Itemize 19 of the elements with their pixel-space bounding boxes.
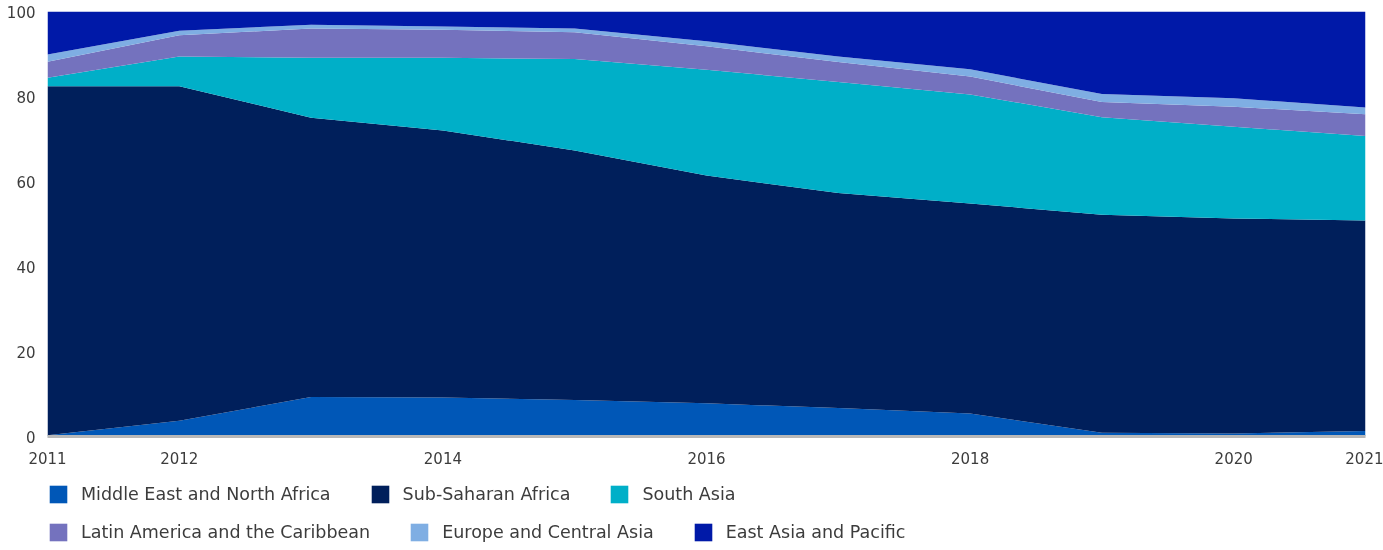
x-tick-label: 2012: [160, 449, 199, 468]
legend-label: Europe and Central Asia: [442, 522, 654, 542]
x-tick-label: 2018: [951, 449, 990, 468]
legend-label: Latin America and the Caribbean: [81, 522, 371, 542]
y-tick-label: 80: [16, 88, 36, 107]
x-tick-label: 2021: [1345, 449, 1383, 468]
legend-label: South Asia: [642, 484, 736, 504]
x-tick-label: 2020: [1214, 449, 1253, 468]
y-tick-label: 40: [16, 258, 36, 277]
y-tick-label: 100: [6, 3, 36, 22]
x-tick-label: 2014: [423, 449, 462, 468]
x-tick-label: 2011: [28, 449, 67, 468]
x-tick-label: 2016: [687, 449, 726, 468]
y-tick-label: 60: [16, 173, 36, 192]
legend-label: Middle East and North Africa: [81, 484, 331, 504]
y-tick-label: 20: [16, 343, 36, 362]
legend-label: East Asia and Pacific: [725, 522, 906, 542]
y-tick-label: 0: [25, 428, 36, 447]
legend-label: Sub-Saharan Africa: [402, 484, 571, 504]
